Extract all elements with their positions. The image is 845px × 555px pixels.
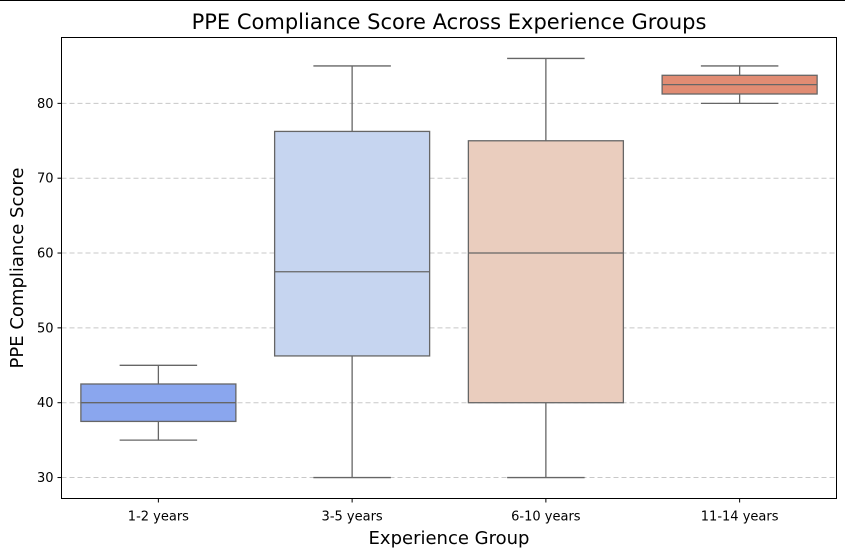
x-tick-label: 1-2 years — [128, 510, 189, 525]
y-tick-label: 30 — [37, 471, 54, 486]
x-tick-label: 11-14 years — [701, 510, 779, 525]
boxes — [80, 57, 818, 479]
x-tick-label: 6-10 years — [511, 510, 581, 525]
box-group — [467, 57, 625, 479]
box-group — [661, 65, 818, 105]
box-group — [273, 65, 431, 479]
box-iqr — [273, 130, 431, 357]
y-tick-label: 60 — [37, 247, 54, 262]
y-axis-label: PPE Compliance Score — [7, 168, 28, 369]
box-group — [80, 364, 237, 441]
top-border-line — [0, 0, 845, 1]
y-tick-label: 80 — [37, 97, 54, 112]
y-tick-label: 50 — [37, 321, 54, 336]
plot-frame — [61, 37, 837, 499]
x-tick-label: 3-5 years — [322, 510, 383, 525]
chart-title: PPE Compliance Score Across Experience G… — [192, 10, 707, 34]
y-tick-label: 40 — [37, 396, 54, 411]
axis-ticks: 30 40 50 60 70 80 1-2 years 3-5 years 6-10 years… — [37, 97, 779, 525]
x-axis-label: Experience Group — [369, 528, 530, 549]
y-tick-label: 70 — [37, 172, 54, 187]
box-iqr — [467, 140, 625, 404]
